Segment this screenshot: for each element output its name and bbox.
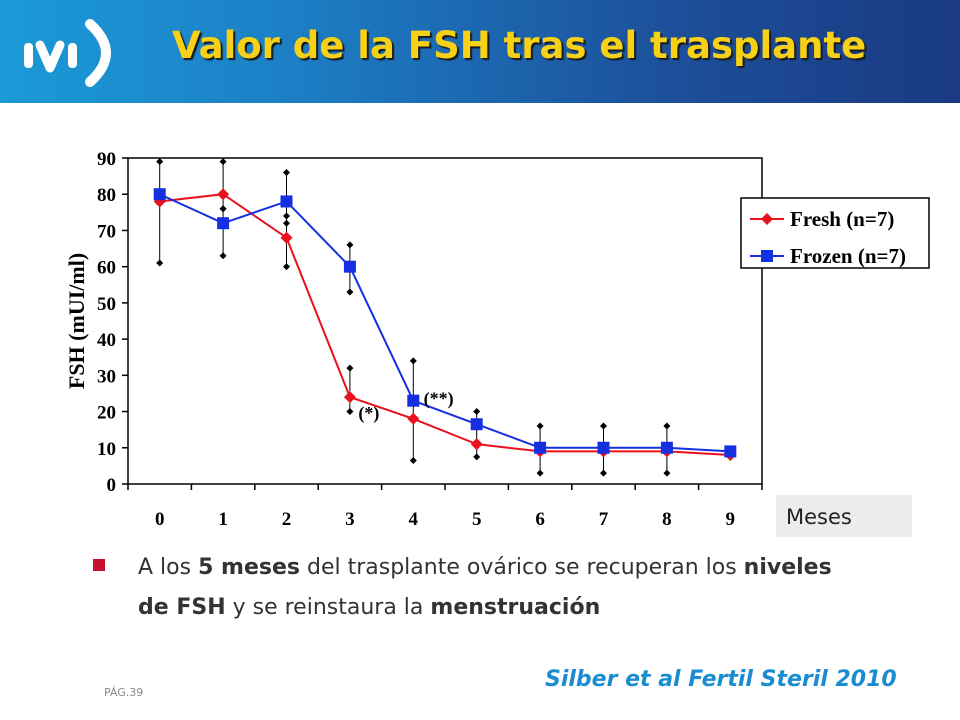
chart-annotations: (*) (**) [358,388,453,423]
series-point [724,445,737,458]
error-bar-cap [473,453,481,461]
legend-label: Frozen (n=7) [790,244,906,268]
y-tick-label: 80 [97,185,116,206]
error-bar-cap [346,241,354,249]
bullet-bold: 5 meses [198,555,300,580]
error-bar-cap [346,364,354,372]
series-point [343,391,356,404]
series-line [159,193,731,457]
chart-axes: 0 10 20 30 40 50 60 70 80 90 0 1 2 3 4 5 6 7 8 9 FSH (mUI/ml… [64,149,763,530]
error-bar-cap [473,408,481,416]
series-point [470,438,483,451]
error-bars [156,158,671,477]
series-point [534,441,547,454]
y-axis-label: FSH (mUI/ml) [64,253,89,389]
error-bar-cap [219,205,227,213]
x-tick-label: 6 [535,509,545,530]
bullet-square-icon [93,559,105,571]
page-number: PÁG.39 [104,686,144,699]
series-point [660,441,673,454]
error-bar [473,408,481,461]
series-point [407,412,420,425]
y-tick-label: 10 [97,439,116,460]
error-bar-cap [536,422,544,430]
y-tick-label: 40 [97,330,116,351]
error-bar-cap [536,469,544,477]
error-bar-cap [663,422,671,430]
x-tick-label: 3 [345,509,355,530]
page-title: Valor de la FSH tras el trasplante [172,24,867,67]
error-bar-cap [283,219,290,227]
chart-annotation: (*) [358,403,379,424]
series-point [153,188,166,201]
series-point [280,195,293,208]
error-bar [219,205,227,213]
series-point [217,217,230,230]
series-point [280,231,293,244]
x-tick-label: 0 [155,509,165,530]
y-tick-label: 20 [97,403,116,424]
y-tick-label: 0 [107,475,117,496]
y-tick-label: 70 [97,221,116,242]
x-axis-label: Meses [776,495,912,537]
error-bar-cap [219,158,227,166]
legend-marker [761,213,773,225]
error-bar [156,158,164,267]
x-tick-label: 5 [472,509,482,530]
y-tick-label: 90 [97,149,116,170]
chart-series [153,188,737,462]
series-point [407,394,420,407]
x-tick-label: 7 [599,509,609,530]
error-bar [283,212,290,227]
y-tick-label: 30 [97,366,116,387]
x-tick-label: 1 [218,509,228,530]
chart-legend: Fresh (n=7) Frozen (n=7) [740,197,930,269]
bullet-part: y se reinstaura la [225,595,431,620]
error-bar-cap [283,168,290,176]
x-tick-label: 9 [726,509,736,530]
x-tick-label: 8 [662,509,672,530]
ivi-logo [24,19,111,87]
x-tick-label: 2 [282,509,292,530]
error-bar-cap [409,357,417,365]
series-point [470,418,483,431]
series-line [159,193,731,453]
error-bar-cap [600,469,607,477]
series-point [217,188,230,201]
bullet-bold: niveles de FSH [138,555,832,620]
error-bar-cap [346,408,354,416]
error-bar-cap [346,288,354,296]
error-bar [409,357,417,464]
bullet-part: A los [138,555,199,580]
error-bar-cap [409,456,417,464]
error-bar-cap [283,212,290,220]
legend-marker [761,250,773,262]
error-bar [346,364,354,416]
error-bar-cap [600,422,607,430]
error-bar-cap [663,469,671,477]
header-banner: Valor de la FSH tras el trasplante [0,0,960,103]
error-bar-cap [156,259,164,267]
series-point [597,441,610,454]
fsh-line-chart: 0 10 20 30 40 50 60 70 80 90 0 1 2 3 4 5 6 7 8 9 FSH (mUI/ml… [64,149,930,530]
bullet-part: del trasplante ovárico se recuperan los [300,555,744,580]
citation: Silber et al Fertil Steril 2010 [545,667,897,692]
error-bar-cap [219,252,227,260]
series-point [343,260,356,273]
bullet-bold: menstruación [430,595,601,620]
y-tick-label: 60 [97,258,116,279]
x-tick-label: 4 [409,509,419,530]
error-bar-cap [156,158,164,166]
bullet-text: A los 5 meses del trasplante ovárico se … [138,548,858,628]
chart-annotation: (**) [424,388,454,409]
legend-label: Fresh (n=7) [790,207,894,231]
y-tick-label: 50 [97,294,116,315]
error-bar-cap [283,263,290,271]
